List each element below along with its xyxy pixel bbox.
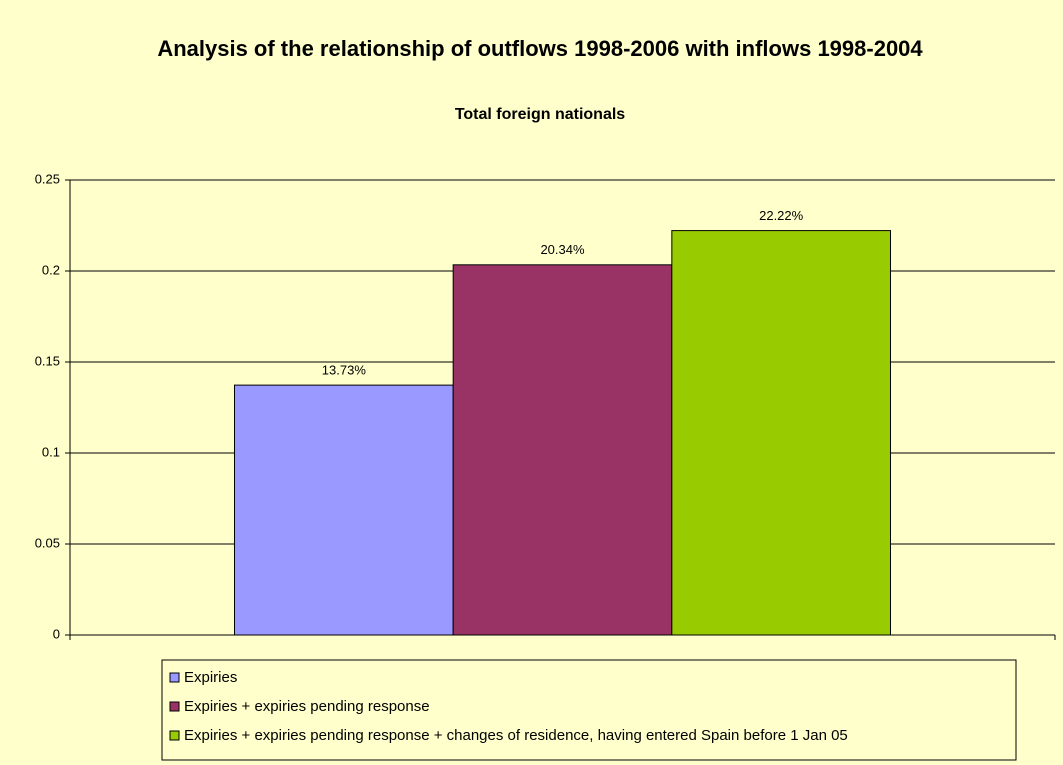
legend-label: Expiries + expiries pending response + c… xyxy=(184,727,848,744)
data-label: 22.22% xyxy=(759,208,804,223)
legend-swatch xyxy=(169,672,180,683)
legend-label: Expiries xyxy=(184,669,237,686)
y-tick-label: 0 xyxy=(53,626,60,641)
legend-box xyxy=(161,659,1017,761)
chart-subtitle: Total foreign nationals xyxy=(454,106,626,123)
y-tick-label: 0.25 xyxy=(35,171,60,186)
y-tick-label: 0.2 xyxy=(42,262,60,277)
data-label: 13.73% xyxy=(322,363,367,378)
data-label: 20.34% xyxy=(540,242,585,257)
legend-label: Expiries + expiries pending response xyxy=(184,698,430,715)
y-tick-label: 0.05 xyxy=(35,535,60,550)
legend-swatch xyxy=(169,730,180,741)
legend-swatch xyxy=(169,701,180,712)
bar xyxy=(452,264,673,636)
y-tick-label: 0.15 xyxy=(35,353,60,368)
bar xyxy=(233,384,454,636)
chart-title: Analysis of the relationship of outflows… xyxy=(157,36,923,61)
bar xyxy=(671,230,892,636)
y-tick-label: 0.1 xyxy=(42,444,60,459)
